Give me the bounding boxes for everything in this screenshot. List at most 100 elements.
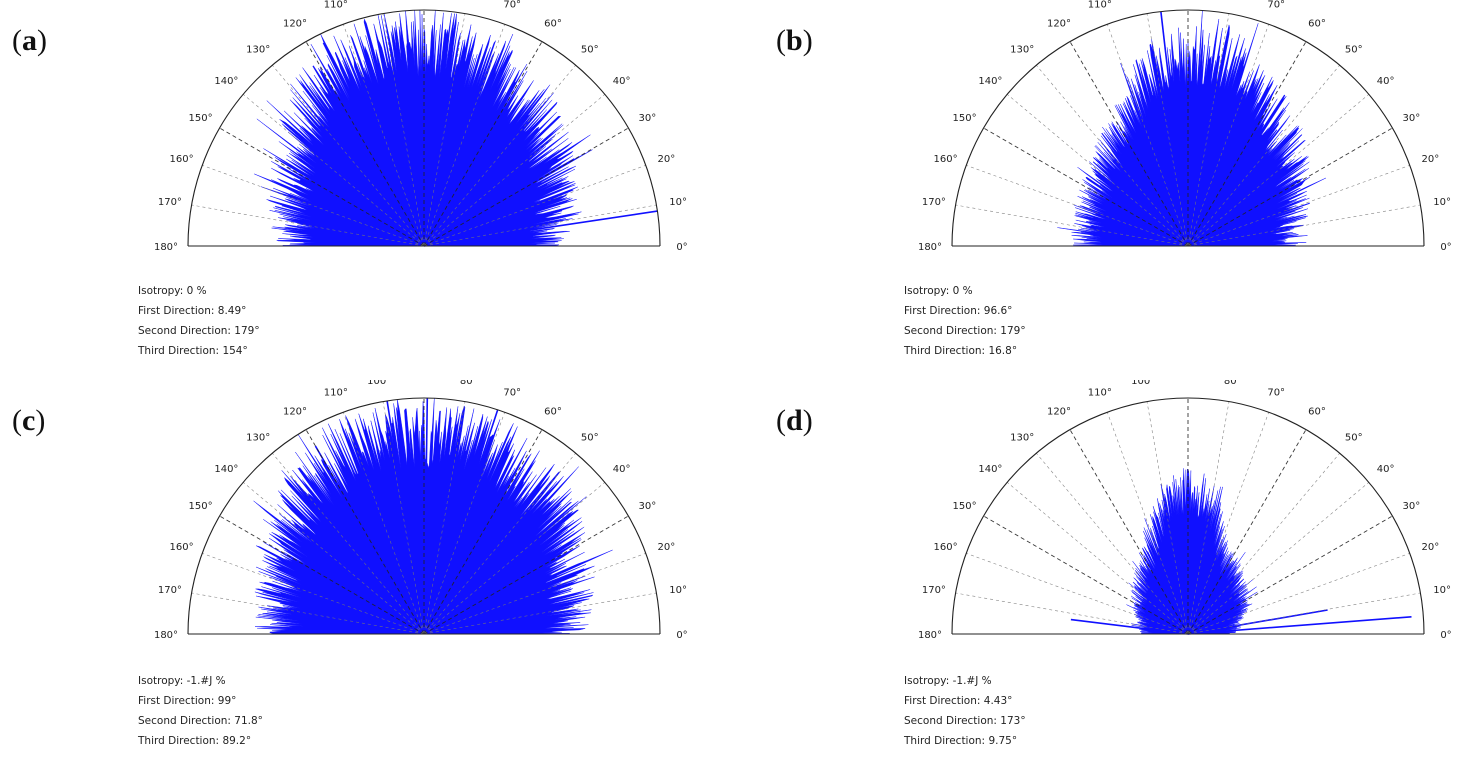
angle-tick-label: 140° — [978, 464, 1002, 475]
angle-tick-label: 20° — [658, 542, 676, 553]
polar-outline — [951, 397, 1425, 635]
angle-tick-label: 30° — [1403, 501, 1421, 512]
second-direction-line: Second Direction: 71.8° — [138, 715, 263, 727]
angle-tick-label: 50° — [581, 44, 599, 55]
angle-tick-label: 0° — [1440, 242, 1451, 253]
first-direction-line: First Direction: 8.49° — [138, 305, 247, 317]
histogram-spike — [1187, 609, 1328, 635]
angle-tick-label: 90° — [1179, 380, 1197, 383]
histogram-spike — [1160, 11, 1189, 247]
angle-tick-label: 150° — [189, 501, 213, 512]
angle-tick-label: 0° — [676, 242, 687, 253]
angle-tick-label: 180° — [918, 242, 942, 253]
direction-stats: Isotropy: 0 % First Direction: 8.49° Sec… — [138, 281, 260, 361]
angle-tick-label: 120° — [1047, 407, 1071, 418]
angle-tick-label: 10° — [669, 197, 687, 208]
angle-tick-label: 40° — [613, 464, 631, 475]
angle-tick-label: 70° — [1267, 388, 1285, 399]
radial-gridline — [423, 429, 543, 635]
third-direction-line: Third Direction: 154° — [138, 345, 248, 357]
radial-gridline — [305, 41, 425, 247]
polar-outline — [951, 9, 1425, 247]
angle-tick-label: 70° — [503, 0, 521, 11]
angle-tick-label: 70° — [1267, 0, 1285, 11]
angle-tick-label: 170° — [922, 585, 946, 596]
angle-tick-label: 110° — [1088, 388, 1112, 399]
angle-tick-label: 140° — [978, 76, 1002, 87]
radial-gridline — [1187, 127, 1393, 247]
third-direction-line: Third Direction: 89.2° — [138, 735, 252, 747]
angle-tick-label: 90° — [415, 380, 433, 383]
angle-tick-label: 40° — [1377, 76, 1395, 87]
polar-outline — [187, 397, 661, 635]
panel-a: (a) 0°10°20°30°40°50°60°70°80°90°100°110… — [0, 0, 736, 380]
angle-tick-label: 140° — [214, 464, 238, 475]
isotropy-line: Isotropy: 0 % — [904, 285, 973, 297]
angle-tick-label: 20° — [1422, 542, 1440, 553]
angle-tick-label: 30° — [639, 501, 657, 512]
angle-tick-label: 170° — [158, 585, 182, 596]
second-direction-line: Second Direction: 179° — [138, 325, 260, 337]
panel-label: (c) — [12, 404, 46, 437]
histogram-spike — [423, 409, 499, 635]
angle-tick-label: 180° — [918, 630, 942, 641]
histogram-bars — [253, 398, 613, 635]
histogram-spike — [386, 400, 425, 635]
polar-rose-chart: 0° 10° 20° 30° 40° 50° 60° 70° 80° 90° 100° 110° 120… — [918, 380, 1452, 641]
polar-outline — [187, 9, 661, 247]
radial-gridline — [219, 515, 425, 635]
angle-tick-label: 40° — [1377, 464, 1395, 475]
angle-tick-label: 150° — [953, 113, 977, 124]
histogram-spike — [1187, 616, 1412, 635]
histogram-spike — [1070, 618, 1189, 635]
isotropy-line: Isotropy: 0 % — [138, 285, 207, 297]
radial-gridline — [423, 127, 629, 247]
radial-gridline — [423, 41, 543, 247]
angle-tick-label: 60° — [1308, 19, 1326, 30]
angle-tick-label: 50° — [1345, 44, 1363, 55]
angle-tick-label: 110° — [324, 0, 348, 11]
third-direction-line: Third Direction: 9.75° — [904, 735, 1018, 747]
angle-tick-label: 150° — [189, 113, 213, 124]
first-direction-line: First Direction: 99° — [138, 695, 237, 707]
angle-tick-label: 10° — [1433, 585, 1451, 596]
direction-stats: Isotropy: -1.#J % First Direction: 99° S… — [138, 671, 263, 751]
panel-b: (b) 0°10°20°30°40°50°60°70°80°90°100°110… — [736, 0, 1472, 380]
third-direction-line: Third Direction: 16.8° — [904, 345, 1018, 357]
angle-tick-label: 60° — [544, 407, 562, 418]
panel-label: (d) — [776, 404, 813, 437]
radial-gridline — [983, 515, 1189, 635]
radial-gridline — [305, 429, 425, 635]
angle-tick-label: 120° — [283, 19, 307, 30]
angle-tick-label: 30° — [1403, 113, 1421, 124]
angle-tick-label: 60° — [1308, 407, 1326, 418]
polar-rose-chart: 0° 10° 20° 30° 40° 50° 60° 70° 80° 90° 100° 110° 120… — [154, 380, 688, 641]
angle-tick-label: 50° — [581, 432, 599, 443]
angle-tick-label: 100° — [1131, 380, 1155, 387]
first-direction-line: First Direction: 96.6° — [904, 305, 1013, 317]
angle-tick-label: 30° — [639, 113, 657, 124]
radial-gridline — [423, 515, 629, 635]
angle-tick-label: 160° — [170, 154, 194, 165]
angle-tick-label: 160° — [170, 542, 194, 553]
second-direction-line: Second Direction: 173° — [904, 715, 1026, 727]
angle-tick-label: 160° — [934, 542, 958, 553]
angle-tick-label: 80° — [460, 380, 478, 387]
histogram-spike — [423, 397, 429, 635]
first-direction-line: First Direction: 4.43° — [904, 695, 1013, 707]
radial-gridline — [1069, 41, 1189, 247]
angle-tick-label: 180° — [154, 630, 178, 641]
histogram-spike — [423, 210, 658, 247]
panel-label: (b) — [776, 24, 813, 57]
angle-tick-label: 50° — [1345, 432, 1363, 443]
angle-tick-label: 170° — [922, 197, 946, 208]
angle-tick-label: 60° — [544, 19, 562, 30]
angle-tick-label: 160° — [934, 154, 958, 165]
radial-gridline — [1187, 515, 1393, 635]
angle-tick-label: 20° — [658, 154, 676, 165]
angle-tick-label: 180° — [154, 242, 178, 253]
angle-tick-label: 120° — [283, 407, 307, 418]
isotropy-line: Isotropy: -1.#J % — [904, 675, 992, 687]
angle-tick-label: 110° — [324, 388, 348, 399]
angle-tick-label: 100° — [367, 380, 391, 387]
